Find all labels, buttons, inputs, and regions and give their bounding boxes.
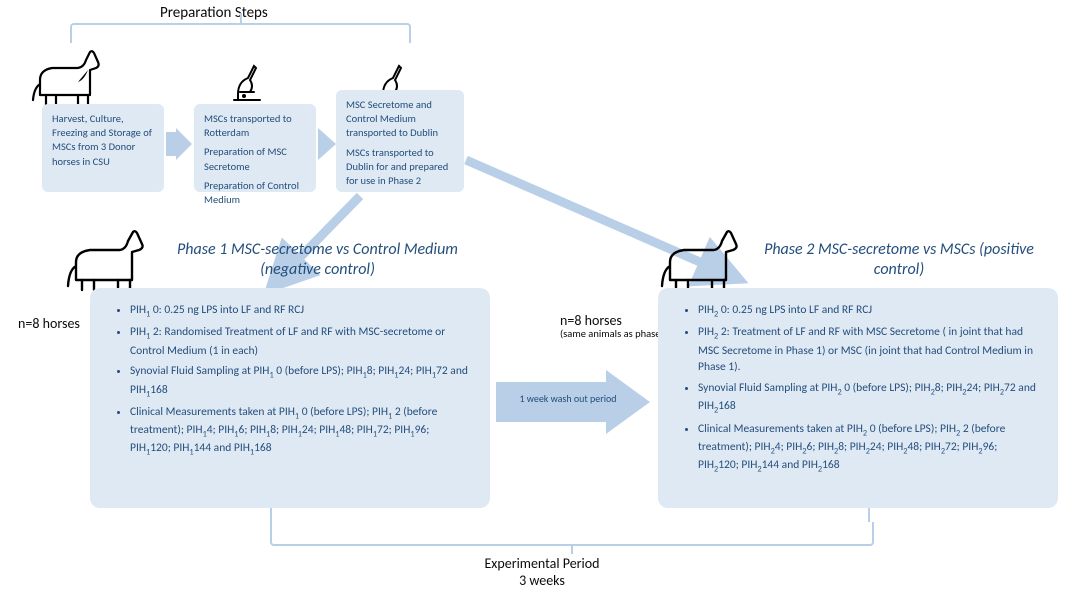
prep-box-text: Preparation of MSC Secretome — [204, 145, 306, 173]
phase1-bullet-list: PIH1 0: 0.25 ng LPS into LF and RF RCJ PI… — [130, 302, 472, 459]
experimental-period-label: Experimental Period 3 weeks — [0, 556, 1084, 590]
prep-bracket — [70, 23, 411, 43]
washout-label: 1 week wash out period — [504, 392, 632, 405]
prep-box-text: Preparation of Control Medium — [204, 179, 306, 207]
list-item: Synovial Fluid Sampling at PIH2 0 (befor… — [698, 380, 1040, 417]
n-label-subtext: (same animals as phase 1) — [560, 328, 671, 340]
phase1-title: Phase 1 MSC-secretome vs Control Medium … — [145, 240, 490, 280]
n-label-phase2: n=8 horses (same animals as phase 1) — [560, 313, 671, 340]
list-item: PIH1 2: Randomised Treatment of LF and R… — [130, 324, 472, 359]
prep-box-text: MSCs transported to Dublin for and prepa… — [346, 146, 454, 189]
list-item: PIH2 0: 0.25 ng LPS into LF and RF RCJ — [698, 302, 1040, 320]
prep-box-dublin: MSC Secretome and Control Medium transpo… — [336, 90, 464, 192]
phase1-panel: PIH1 0: 0.25 ng LPS into LF and RF RCJ PI… — [90, 288, 490, 508]
exp-label-line1: Experimental Period — [484, 555, 599, 572]
list-item: Clinical Measurements taken at PIH1 0 (b… — [130, 404, 472, 459]
n-label-phase1: n=8 horses — [18, 315, 80, 332]
phase2-title: Phase 2 MSC-secretome vs MSCs (positive … — [740, 240, 1058, 280]
prep-box-text: Harvest, Culture, Freezing and Storage o… — [52, 112, 152, 168]
bracket-stub — [270, 508, 272, 522]
prep-box-text: MSC Secretome and Control Medium transpo… — [346, 98, 454, 141]
experimental-bracket — [270, 522, 874, 546]
prep-box-text: MSCs transported to Rotterdam — [204, 112, 306, 140]
list-item: PIH1 0: 0.25 ng LPS into LF and RF RCJ — [130, 302, 472, 320]
bracket-stub — [868, 508, 870, 522]
phase2-bullet-list: PIH2 0: 0.25 ng LPS into LF and RF RCJ PI… — [698, 302, 1040, 475]
prep-box-rotterdam: MSCs transported to Rotterdam Preparatio… — [194, 104, 316, 192]
microscope-icon — [230, 58, 264, 102]
horse-icon — [66, 230, 152, 292]
list-item: Clinical Measurements taken at PIH2 0 (b… — [698, 421, 1040, 476]
section-header-preparation: Preparation Steps — [160, 4, 268, 22]
prep-box-harvest: Harvest, Culture, Freezing and Storage o… — [42, 104, 164, 192]
list-item: Synovial Fluid Sampling at PIH1 0 (befor… — [130, 363, 472, 400]
horse-icon — [660, 230, 746, 292]
phase2-panel: PIH2 0: 0.25 ng LPS into LF and RF RCJ PI… — [658, 288, 1058, 508]
horse-icon — [30, 50, 108, 106]
list-item: PIH2 2: Treatment of LF and RF with MSC … — [698, 324, 1040, 376]
exp-label-line2: 3 weeks — [519, 572, 565, 589]
